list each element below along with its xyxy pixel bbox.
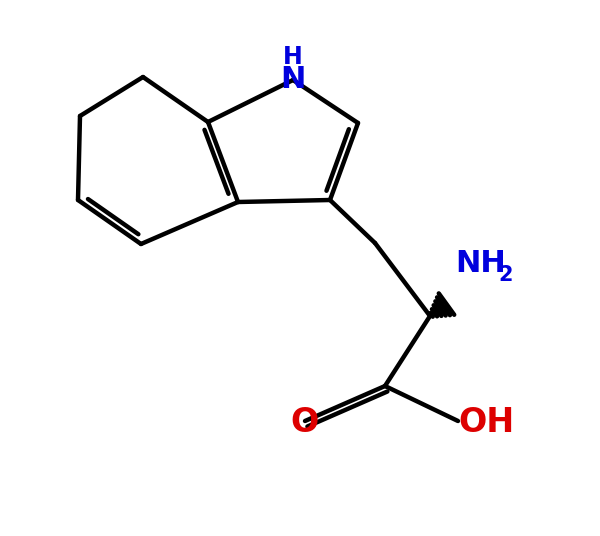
Text: OH: OH xyxy=(458,406,514,440)
Text: N: N xyxy=(280,65,305,94)
Text: 2: 2 xyxy=(498,265,512,285)
Text: O: O xyxy=(291,406,319,440)
Text: NH: NH xyxy=(455,249,506,279)
Text: H: H xyxy=(283,45,303,69)
